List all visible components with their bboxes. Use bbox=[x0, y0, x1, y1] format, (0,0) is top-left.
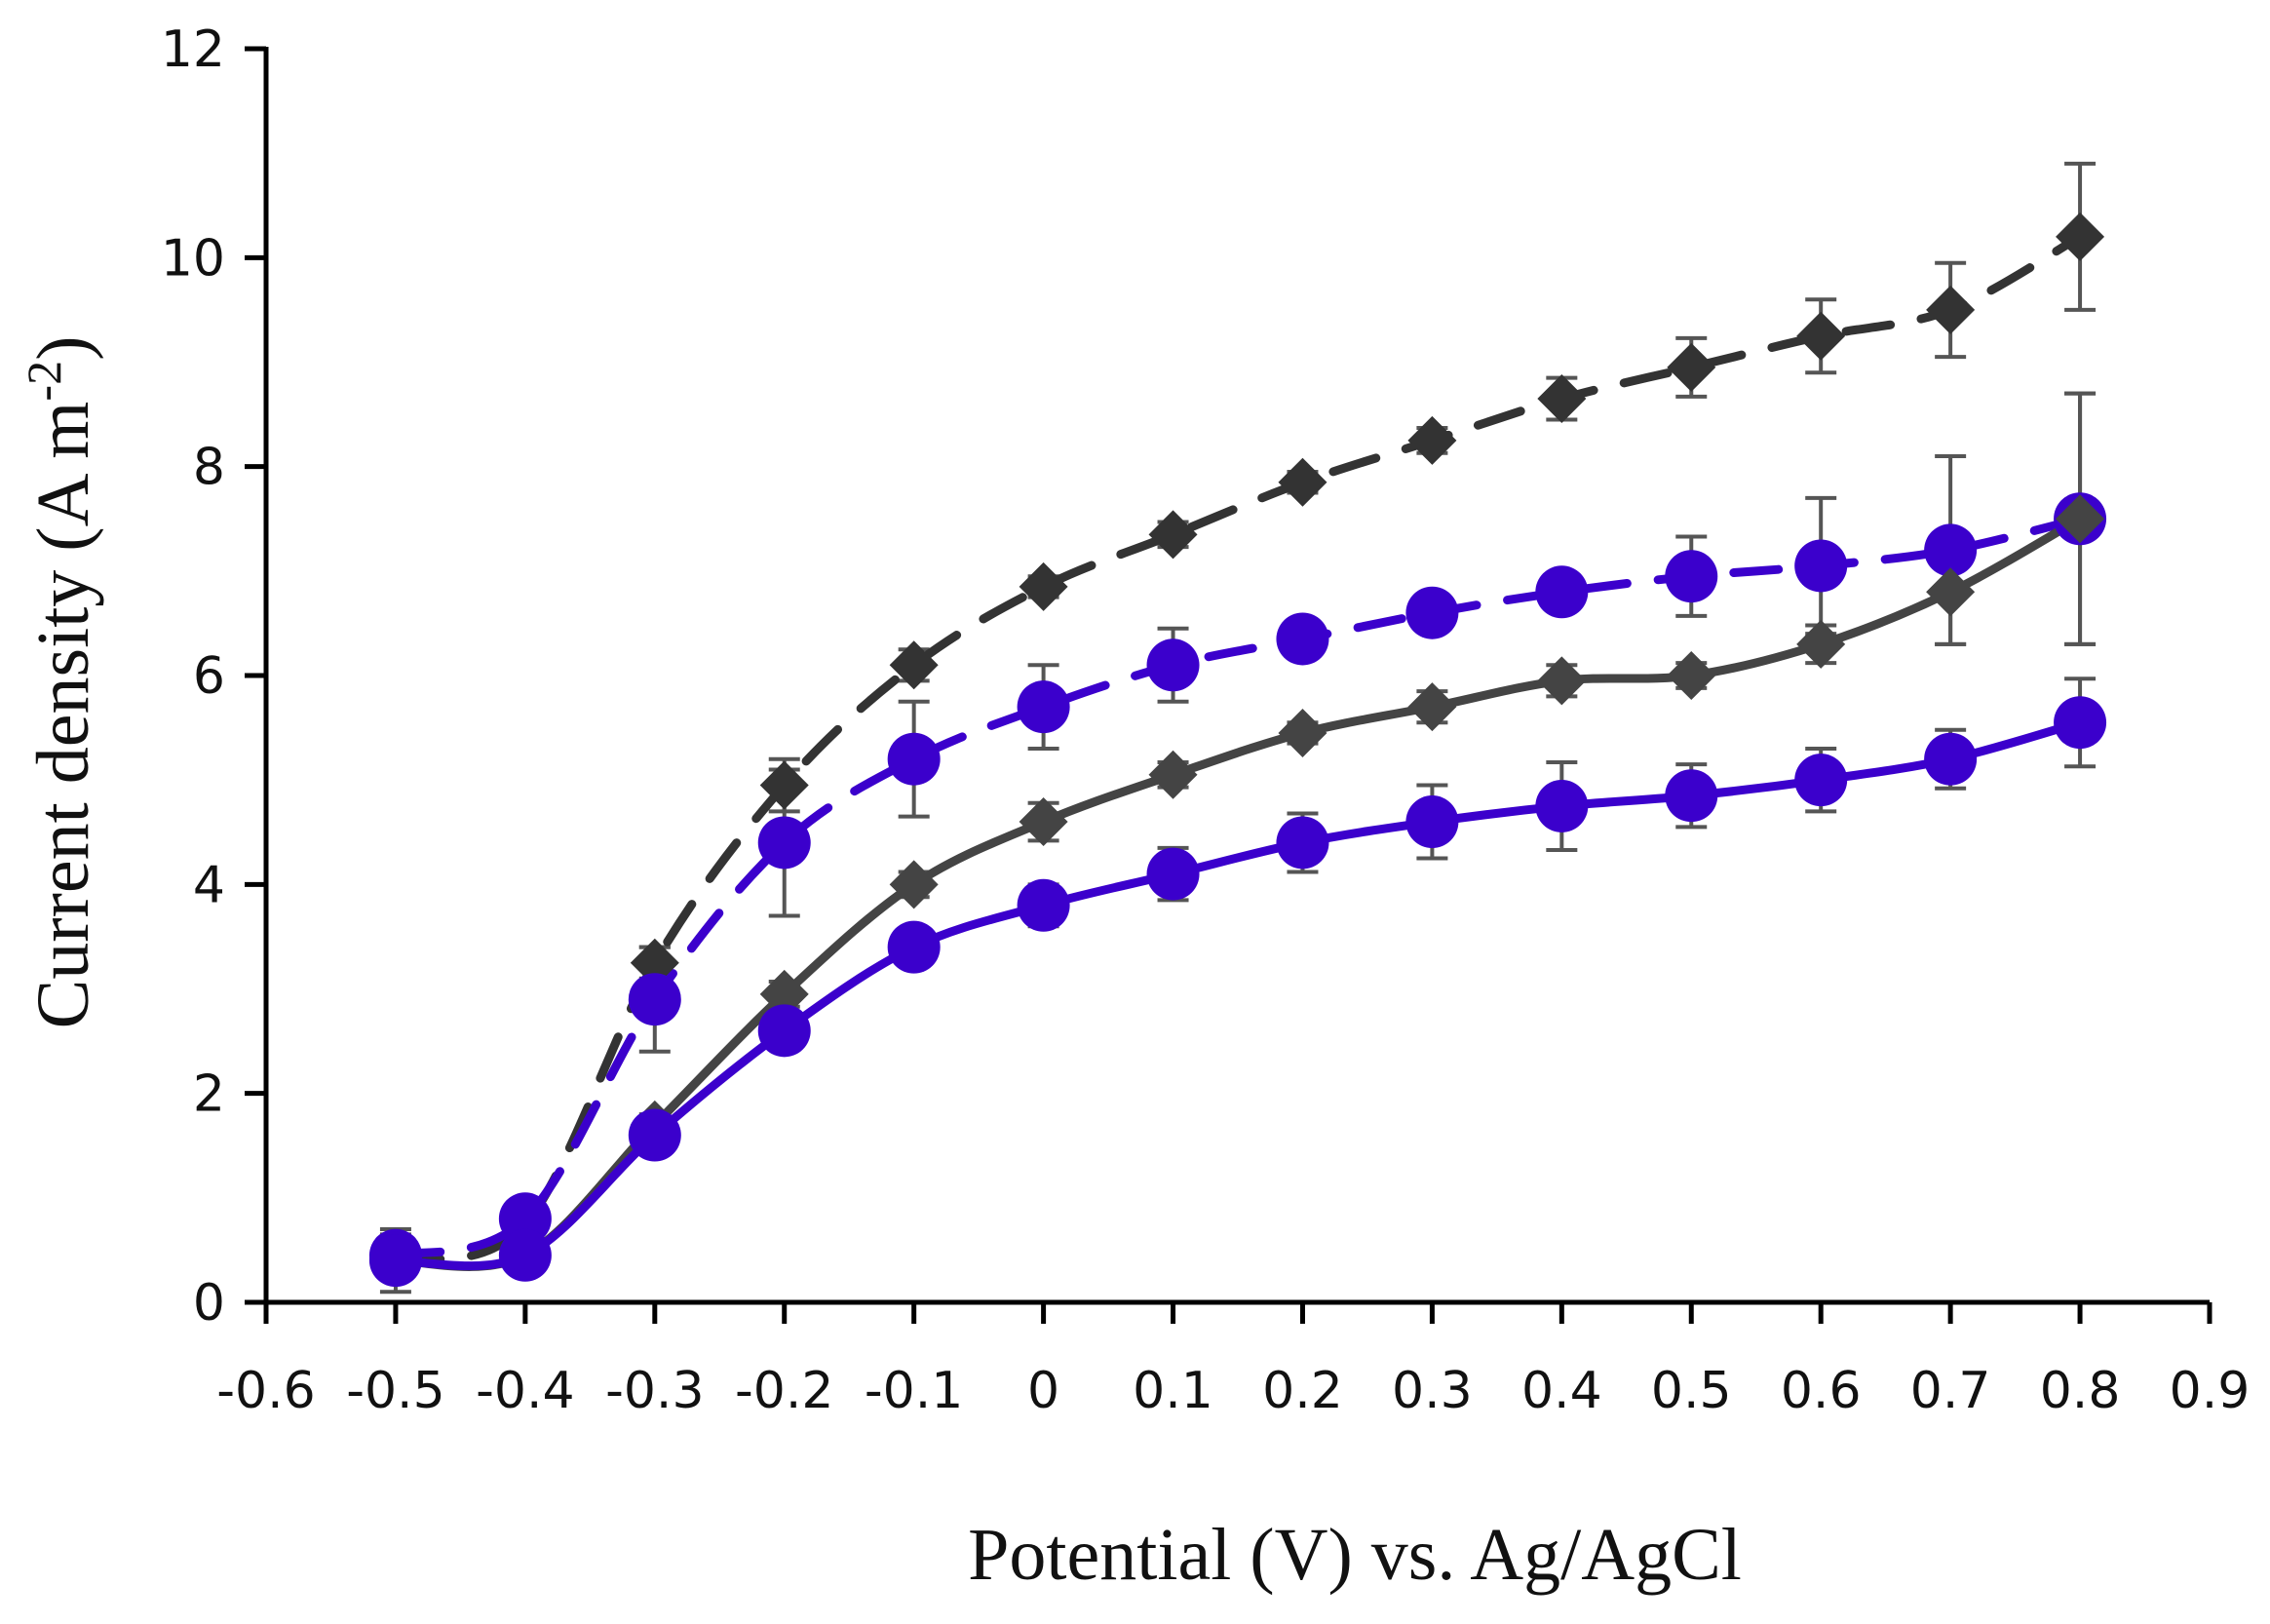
data-point-dark-dashed-diamond bbox=[1926, 285, 1976, 334]
data-point-blue-solid-circle bbox=[2054, 696, 2107, 750]
data-point-blue-solid-circle bbox=[498, 1228, 552, 1282]
data-point-blue-solid-circle bbox=[1535, 779, 1589, 832]
data-point-blue-dashed-circle bbox=[1146, 638, 1200, 692]
x-tick-label: 0.8 bbox=[2040, 1362, 2121, 1420]
data-point-blue-dashed-circle bbox=[1924, 523, 1978, 577]
data-point-blue-solid-circle bbox=[1665, 769, 1718, 823]
data-point-dark-solid-diamond bbox=[1148, 750, 1198, 799]
x-tick-label: -0.5 bbox=[346, 1362, 444, 1420]
data-point-blue-solid-circle bbox=[1924, 732, 1978, 786]
data-point-dark-dashed-diamond bbox=[1407, 415, 1457, 465]
x-tick-label: -0.3 bbox=[605, 1362, 704, 1420]
data-point-blue-dashed-circle bbox=[1276, 612, 1329, 666]
x-tick-label: 0.1 bbox=[1133, 1362, 1213, 1420]
data-point-blue-dashed-circle bbox=[1794, 539, 1848, 593]
data-point-dark-dashed-diamond bbox=[1019, 561, 1068, 611]
x-tick-label: 0.7 bbox=[1910, 1362, 1991, 1420]
data-point-blue-solid-circle bbox=[757, 1004, 811, 1058]
data-point-dark-solid-diamond bbox=[2056, 494, 2105, 544]
y-tick-label: 2 bbox=[193, 1065, 225, 1124]
x-tick-label: 0.3 bbox=[1392, 1362, 1473, 1420]
series-markers bbox=[368, 212, 2107, 1288]
x-tick-label: 0.9 bbox=[2170, 1362, 2251, 1420]
x-axis-title: Potential (V) vs. Ag/AgCl bbox=[968, 1514, 1742, 1596]
data-point-dark-dashed-diamond bbox=[1537, 374, 1587, 424]
data-point-blue-dashed-circle bbox=[1017, 680, 1070, 734]
y-axis-title: Current density (A m-2) bbox=[17, 336, 104, 1029]
y-tick-label: 6 bbox=[193, 647, 225, 706]
data-point-blue-solid-circle bbox=[628, 1108, 681, 1162]
data-point-dark-solid-diamond bbox=[1407, 682, 1457, 732]
data-point-dark-solid-diamond bbox=[1537, 656, 1587, 706]
data-point-dark-dashed-diamond bbox=[630, 938, 679, 987]
y-tick-label: 12 bbox=[161, 20, 225, 79]
y-tick-label: 10 bbox=[161, 229, 225, 288]
data-point-dark-solid-diamond bbox=[1926, 567, 1976, 617]
x-tick-label: 0.4 bbox=[1521, 1362, 1602, 1420]
x-tick-label: 0 bbox=[1027, 1362, 1059, 1420]
data-point-dark-dashed-diamond bbox=[1148, 510, 1198, 560]
data-point-blue-dashed-circle bbox=[1535, 565, 1589, 619]
y-axis-title-main: Current density (A m bbox=[22, 402, 104, 1029]
y-tick-label: 4 bbox=[193, 856, 225, 914]
data-point-dark-dashed-diamond bbox=[889, 640, 939, 690]
data-point-blue-solid-circle bbox=[1794, 754, 1848, 807]
data-point-dark-solid-diamond bbox=[1667, 651, 1716, 700]
data-point-blue-dashed-circle bbox=[498, 1192, 552, 1246]
data-point-dark-dashed-diamond bbox=[1667, 342, 1716, 392]
data-point-blue-solid-circle bbox=[1146, 847, 1200, 901]
data-point-dark-solid-diamond bbox=[759, 969, 809, 1019]
y-tick-label: 8 bbox=[193, 439, 225, 497]
data-point-dark-solid-diamond bbox=[1278, 708, 1327, 757]
data-point-blue-solid-circle bbox=[887, 920, 941, 974]
data-point-dark-solid-diamond bbox=[889, 860, 939, 909]
data-point-blue-solid-circle bbox=[368, 1234, 422, 1288]
data-point-blue-dashed-circle bbox=[887, 732, 941, 786]
axes: 0 2 4 6 8 10 12 -0.6 -0.5 -0.4 -0.3 -0.2 -0.1 0 0.1 0.2… bbox=[161, 20, 2251, 1420]
data-point-blue-solid-circle bbox=[1276, 816, 1329, 870]
x-tick-label: 0.5 bbox=[1651, 1362, 1732, 1420]
data-point-dark-dashed-diamond bbox=[759, 760, 809, 810]
data-point-dark-dashed-diamond bbox=[1278, 457, 1327, 507]
data-point-blue-dashed-circle bbox=[757, 816, 811, 870]
y-axis-title-close: ) bbox=[22, 336, 104, 361]
x-tick-label: 0.2 bbox=[1262, 1362, 1343, 1420]
x-tick-label: -0.6 bbox=[216, 1362, 315, 1420]
data-point-dark-solid-diamond bbox=[1796, 619, 1846, 669]
data-point-blue-dashed-circle bbox=[628, 973, 681, 1026]
y-axis-title-superscript: -2 bbox=[17, 361, 71, 402]
x-tick-label: -0.4 bbox=[476, 1362, 574, 1420]
data-point-dark-dashed-diamond bbox=[1796, 311, 1846, 361]
data-point-dark-solid-diamond bbox=[1019, 797, 1068, 847]
x-tick-label: -0.2 bbox=[735, 1362, 833, 1420]
y-tick-label: 0 bbox=[193, 1274, 225, 1333]
data-point-blue-dashed-circle bbox=[1405, 586, 1459, 639]
x-tick-label: 0.6 bbox=[1781, 1362, 1862, 1420]
data-point-dark-dashed-diamond bbox=[2056, 212, 2105, 261]
data-point-blue-dashed-circle bbox=[1665, 550, 1718, 603]
data-point-blue-solid-circle bbox=[1405, 795, 1459, 849]
data-point-blue-solid-circle bbox=[1017, 878, 1070, 932]
x-tick-label: -0.1 bbox=[865, 1362, 963, 1420]
